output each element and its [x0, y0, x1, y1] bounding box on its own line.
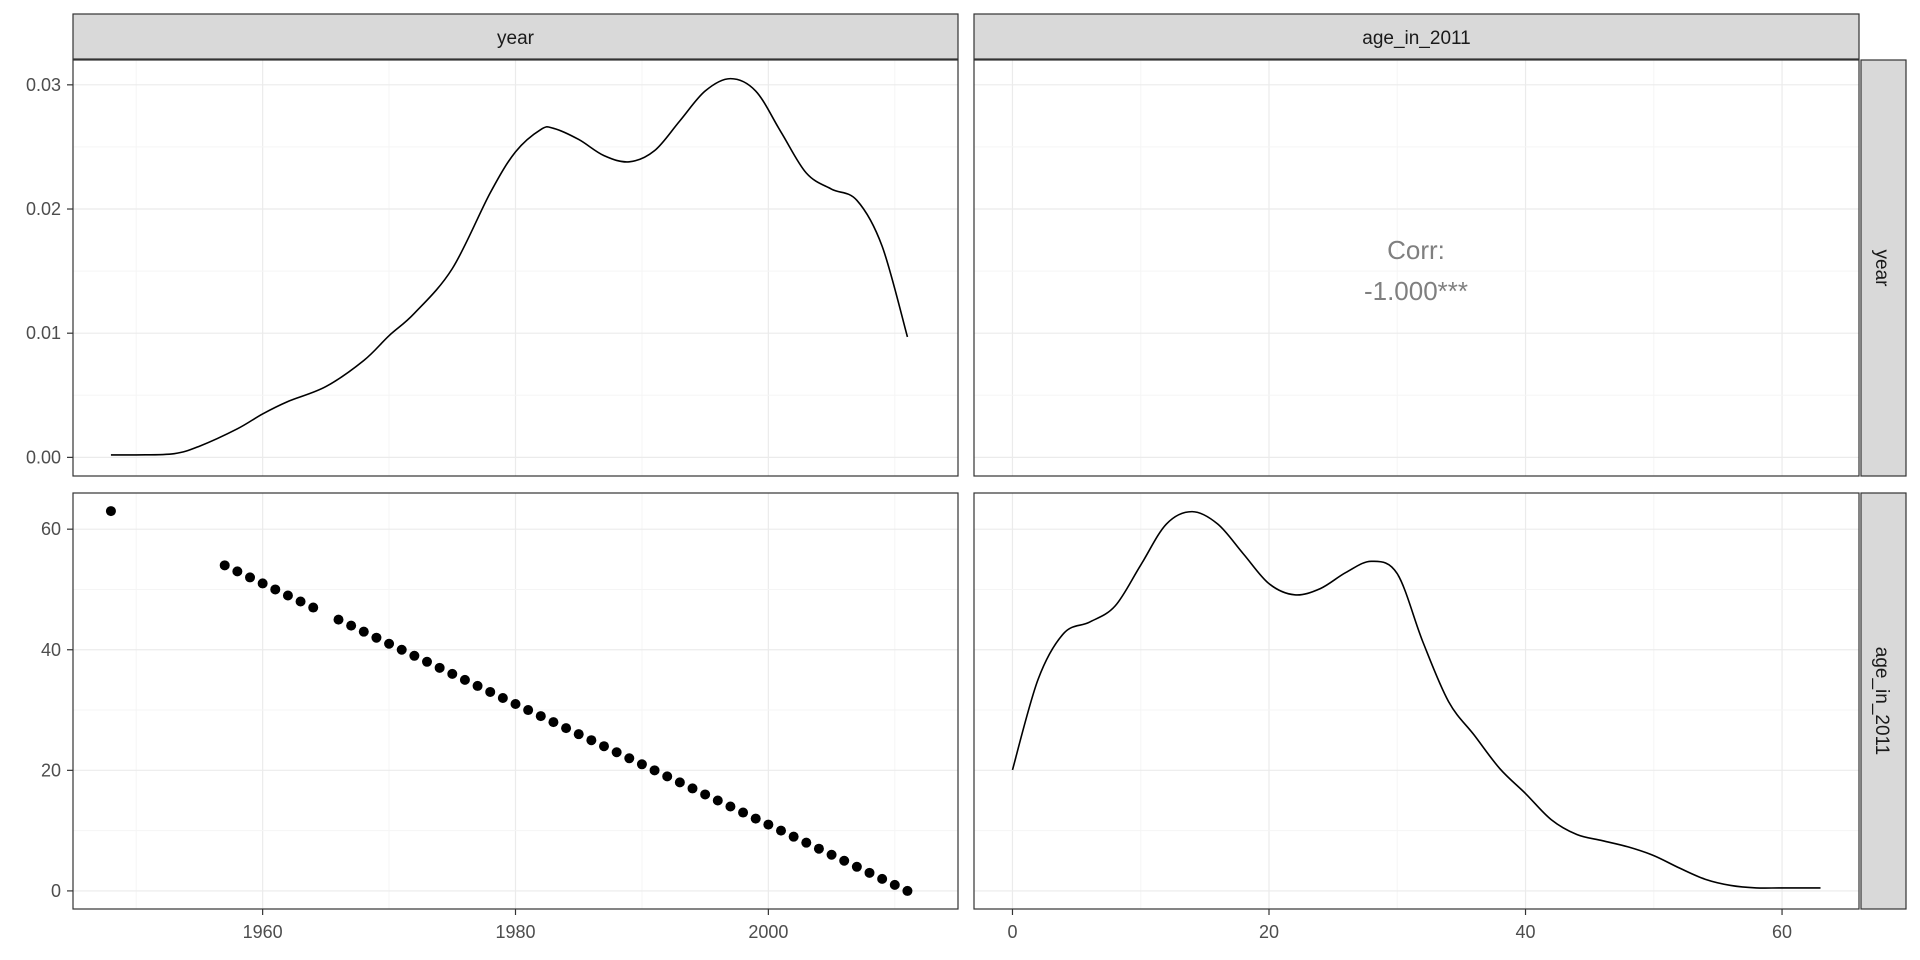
strip-row1: year — [1860, 59, 1907, 477]
scatter-point — [649, 765, 660, 776]
scatter-point — [662, 771, 673, 782]
scatter-point — [700, 789, 711, 800]
strip-col2: age_in_2011 — [973, 13, 1860, 60]
strip-row1-label: year — [1871, 250, 1892, 288]
y-tick-label: 0.01 — [26, 323, 61, 343]
scatter-point — [282, 590, 293, 601]
y-tick-label: 60 — [41, 519, 61, 539]
scatter-point — [561, 723, 572, 734]
scatter-point — [270, 584, 281, 595]
scatter-point — [687, 783, 698, 794]
scatter-point — [459, 674, 470, 685]
scatter-point — [889, 879, 900, 890]
y-tick-label: 0.00 — [26, 447, 61, 467]
scatter-point — [611, 747, 622, 758]
scatter-point — [712, 795, 723, 806]
strip-row2-label: age_in_2011 — [1871, 647, 1892, 755]
scatter-point — [788, 831, 799, 842]
scatter-point — [839, 855, 850, 866]
scatter-point — [674, 777, 685, 788]
scatter-point — [510, 699, 521, 710]
corr-label: Corr: — [1387, 235, 1445, 265]
strip-row2: age_in_2011 — [1860, 492, 1907, 910]
panel-age-vs-year-scatter — [72, 492, 959, 910]
scatter-point — [409, 650, 420, 661]
scatter-point — [725, 801, 736, 812]
x-tick-label: 20 — [1259, 922, 1279, 942]
scatter-point — [586, 735, 597, 746]
y-tick-label: 0.03 — [26, 75, 61, 95]
strip-col2-label: age_in_2011 — [1362, 28, 1470, 49]
scatter-point — [219, 560, 230, 571]
scatter-point — [485, 686, 496, 697]
scatter-point — [902, 885, 913, 896]
strip-col1: year — [72, 13, 959, 60]
panel-year-density — [72, 59, 959, 477]
scatter-point — [295, 596, 306, 607]
age-density-line — [1011, 510, 1821, 889]
panel-age-density — [973, 492, 1860, 910]
scatter-point — [346, 620, 357, 631]
scatter-point — [548, 717, 559, 728]
y-tick-label: 0 — [51, 881, 61, 901]
panel-correlation: Corr: -1.000*** — [973, 59, 1860, 477]
scatter-point — [447, 668, 458, 679]
scatter-point — [851, 861, 862, 872]
scatter-point — [535, 711, 546, 722]
scatter-point — [232, 566, 243, 577]
x-tick-label: 0 — [1007, 922, 1017, 942]
scatter-point — [422, 656, 432, 667]
scatter-point — [776, 825, 786, 836]
scatter-point — [434, 662, 445, 673]
x-tick-label: 60 — [1772, 922, 1792, 942]
scatter-point — [396, 644, 407, 655]
scatter-point — [801, 837, 812, 848]
scatter-point — [636, 759, 647, 770]
scatter-point — [384, 638, 395, 649]
scatter-point — [333, 614, 344, 625]
scatter-point — [877, 873, 888, 884]
scatter-point — [308, 602, 319, 613]
y-tick-label: 40 — [41, 640, 61, 660]
x-tick-label: 1980 — [495, 922, 535, 942]
scatter-point — [738, 807, 749, 818]
scatter-point — [497, 692, 508, 703]
scatter-point — [245, 572, 255, 583]
scatter-point — [257, 578, 268, 589]
scatter-point — [864, 867, 875, 878]
scatter-point — [813, 843, 824, 854]
scatter-point — [105, 506, 116, 517]
scatter-point — [523, 705, 534, 716]
axes: 1960 1980 2000 0 20 40 60 0.00 0.01 0.02 0.03 0 20 40… — [26, 75, 1792, 942]
scatter-point — [358, 626, 369, 637]
scatter-point — [624, 753, 635, 764]
scatter-point — [750, 813, 761, 824]
corr-value: -1.000*** — [1364, 276, 1468, 306]
strip-col1-label: year — [497, 28, 535, 49]
y-tick-label: 20 — [41, 760, 61, 780]
x-tick-label: 40 — [1516, 922, 1536, 942]
scatter-point — [573, 729, 584, 740]
y-tick-label: 0.02 — [26, 199, 61, 219]
scatter-point — [763, 819, 774, 830]
year-density-line — [110, 77, 909, 456]
x-tick-label: 2000 — [748, 922, 788, 942]
x-tick-label: 1960 — [243, 922, 283, 942]
scatter-point — [472, 680, 483, 691]
scatter-point — [599, 741, 609, 752]
scatter-point — [371, 632, 382, 643]
scatter-point — [826, 849, 837, 860]
